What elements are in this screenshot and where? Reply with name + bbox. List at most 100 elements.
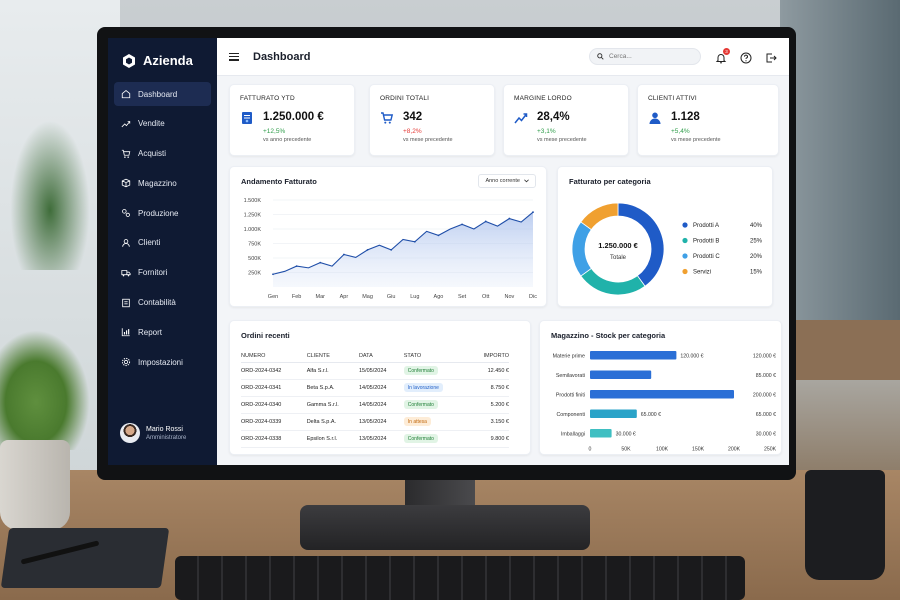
data-point[interactable]: [508, 217, 511, 220]
order-numero: ORD-2024-0339: [241, 413, 307, 431]
bar-value-label: 120.000 €: [680, 353, 703, 359]
kpi-label: CLIENTI ATTIVI: [648, 95, 697, 102]
notifications-button[interactable]: 3: [715, 47, 730, 63]
status-badge: In attesa: [403, 417, 431, 426]
data-point[interactable]: [390, 248, 393, 251]
sidebar-item-label: Report: [138, 327, 163, 337]
stock-bar[interactable]: [590, 351, 677, 360]
bar-category-label: Materie prime: [553, 354, 585, 360]
data-point[interactable]: [295, 265, 298, 268]
status-badge: In lavorazione: [403, 383, 443, 392]
data-point[interactable]: [319, 261, 322, 264]
table-row[interactable]: ORD-2024-0340 Gamma S.r.l. 14/05/2024 Confe…: [241, 396, 509, 414]
x-tick-label: 50K: [621, 447, 631, 453]
hexagon-logo-icon: [123, 53, 135, 68]
truck-icon: [121, 269, 131, 277]
order-cliente: Delta S.p.A.: [306, 413, 359, 431]
donut-slice-prodottib[interactable]: [580, 267, 646, 296]
gears-icon: [122, 209, 130, 218]
table-row[interactable]: ORD-2024-0338 Epsilon S.r.l. 13/05/2024 Con…: [241, 430, 509, 448]
sidebar-item-label: Magazzino: [138, 178, 177, 188]
table-row[interactable]: ORD-2024-0339 Delta S.p.A. 13/05/2024 In at…: [241, 413, 509, 431]
stock-bar[interactable]: [590, 390, 734, 399]
box-icon: [121, 179, 131, 188]
bar-value-label: 30.000 €: [616, 431, 636, 437]
donut-slice-prodottic[interactable]: [571, 221, 592, 277]
stock-bar[interactable]: [590, 409, 637, 419]
data-point[interactable]: [461, 223, 463, 226]
sidebar-item-produzione[interactable]: Produzione: [114, 201, 211, 225]
data-point[interactable]: [413, 240, 416, 243]
logout-button[interactable]: [765, 51, 777, 63]
user-name: Mario Rossi: [146, 425, 183, 433]
sidebar-item-report[interactable]: Report: [114, 320, 211, 344]
data-point[interactable]: [272, 273, 274, 276]
chevron-down-icon: [524, 179, 529, 183]
sidebar-item-acquisti[interactable]: Acquisti: [114, 142, 211, 166]
order-cliente: Epsilon S.r.l.: [306, 430, 359, 448]
cart-icon: [381, 112, 394, 124]
order-numero: ORD-2024-0341: [241, 379, 307, 397]
sidebar-item-magazzino[interactable]: Magazzino: [114, 171, 211, 195]
notification-badge: 3: [723, 47, 730, 55]
help-button[interactable]: [740, 51, 752, 63]
column-header: DATA: [358, 350, 404, 363]
table-row[interactable]: ORD-2024-0341 Beta S.p.A. 14/05/2024 In lav…: [241, 379, 509, 397]
keyboard: [175, 556, 745, 600]
sidebar-item-impostazioni[interactable]: Impostazioni: [114, 350, 211, 374]
legend-marker: [682, 222, 688, 228]
report-icon: [121, 328, 130, 337]
search-input[interactable]: [609, 53, 689, 60]
data-point[interactable]: [366, 248, 369, 251]
period-dropdown[interactable]: Anno corrente: [478, 174, 536, 188]
data-point[interactable]: [437, 234, 440, 237]
order-status-cell: Confermato: [403, 430, 468, 448]
sidebar-item-fornitori[interactable]: Fornitori: [114, 261, 211, 285]
data-point[interactable]: [484, 220, 487, 223]
kpi-label: ORDINI TOTALI: [380, 95, 430, 102]
bar-value-label: 65.000 €: [641, 412, 661, 418]
status-badge: Confermato: [403, 366, 438, 375]
user-profile[interactable]: Mario Rossi Amministratore: [120, 423, 186, 443]
order-cliente: Beta S.p.A.: [306, 379, 359, 397]
brand[interactable]: Azienda: [108, 38, 217, 74]
sidebar: Azienda Dashboard Vendite Acquisti Magazzin…: [108, 38, 217, 465]
gear-icon: [121, 358, 131, 367]
order-data: 14/05/2024: [358, 379, 404, 397]
desk-plant: [0, 330, 90, 450]
kpi-comparison: vs mese precedente: [537, 137, 587, 143]
sidebar-item-contabilit[interactable]: Contabilità: [114, 291, 211, 315]
user-icon: [122, 239, 130, 247]
search-box[interactable]: [589, 48, 701, 65]
data-point[interactable]: [532, 211, 534, 214]
legend-percent: 25%: [750, 239, 763, 245]
sidebar-item-dashboard[interactable]: Dashboard: [114, 82, 211, 106]
sidebar-nav: Dashboard Vendite Acquisti Magazzino Produzi…: [108, 82, 217, 374]
kpi-value: 1.128: [671, 111, 700, 123]
sidebar-item-clienti[interactable]: Clienti: [114, 231, 211, 255]
stock-bar[interactable]: [590, 370, 652, 380]
stock-bar[interactable]: [590, 429, 612, 438]
order-status-cell: In lavorazione: [403, 379, 468, 397]
monitor-base: [300, 505, 590, 550]
bar-total-label: 120.000 €: [753, 353, 776, 359]
data-point[interactable]: [343, 253, 345, 256]
menu-icon[interactable]: [229, 52, 239, 61]
donut-center-value: 1.250.000 €: [598, 241, 638, 250]
sidebar-item-vendite[interactable]: Vendite: [114, 112, 211, 136]
legend-percent: 40%: [750, 223, 763, 229]
legend-marker: [682, 268, 688, 275]
legend-label: Prodotti C: [693, 254, 720, 260]
category-card-title: Fatturato per categoria: [569, 177, 651, 186]
column-header: IMPORTO: [467, 350, 509, 363]
table-row[interactable]: ORD-2024-0342 Alfa S.r.l. 15/05/2024 Confer…: [241, 362, 509, 380]
category-card: Fatturato per categoria Prodotti A 40% Pro…: [557, 166, 773, 307]
donut-slice-servizi[interactable]: [580, 202, 619, 231]
x-tick-label: Gen: [268, 294, 278, 300]
legend-marker: [682, 237, 688, 244]
bar-category-label: Imballaggi: [561, 432, 585, 438]
sidebar-item-label: Impostazioni: [138, 357, 183, 367]
kpi-change: +5,4%: [671, 128, 690, 135]
kpi-card-2: ORDINI TOTALI 342 +8,2% vs mese precedente: [369, 84, 495, 156]
kpi-value: 28,4%: [537, 111, 570, 123]
